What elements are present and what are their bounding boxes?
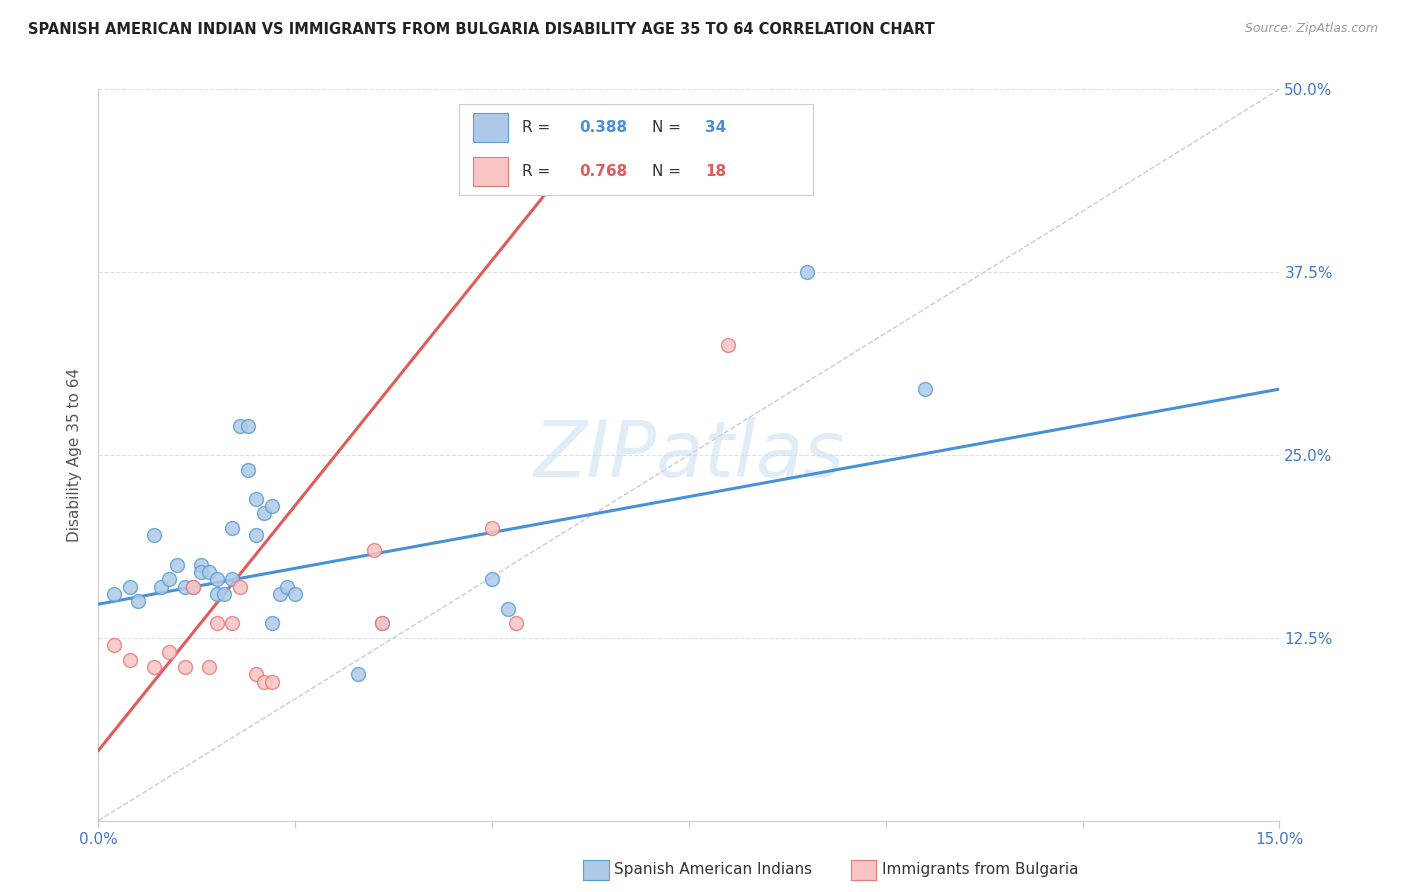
Point (260, 616, 283, 631)
Point (253, 507, 276, 521)
Text: Spanish American Indians: Spanish American Indians (614, 863, 813, 877)
Point (260, 674, 283, 689)
Bar (458, 103, 813, 195)
Point (505, 616, 527, 631)
Point (166, 558, 188, 572)
Point (276, 580, 298, 594)
Point (190, 558, 212, 572)
Text: 0.388: 0.388 (579, 120, 627, 135)
Point (103, 587, 125, 601)
Point (127, 594, 149, 608)
Point (142, 660, 165, 674)
Point (347, 667, 370, 681)
Point (118, 653, 141, 667)
Point (481, 521, 503, 535)
Point (157, 572, 180, 586)
Point (103, 638, 125, 652)
Text: ZIPatlas: ZIPatlas (533, 417, 845, 493)
Point (245, 491, 267, 506)
Bar (472, 112, 508, 142)
Point (245, 667, 267, 681)
Point (229, 418, 252, 433)
Point (197, 660, 219, 674)
Point (205, 587, 228, 601)
Point (221, 521, 243, 535)
Point (796, 265, 818, 279)
Point (236, 418, 259, 433)
Text: 34: 34 (706, 120, 727, 135)
Text: N =: N = (652, 120, 686, 135)
Point (496, 601, 519, 615)
Point (221, 572, 243, 586)
Point (118, 580, 141, 594)
Point (190, 565, 212, 579)
Point (205, 616, 228, 631)
Text: N =: N = (652, 164, 686, 179)
Text: SPANISH AMERICAN INDIAN VS IMMIGRANTS FROM BULGARIA DISABILITY AGE 35 TO 64 CORR: SPANISH AMERICAN INDIAN VS IMMIGRANTS FR… (28, 22, 935, 37)
Point (253, 674, 276, 689)
Point (245, 528, 267, 542)
Point (481, 572, 503, 586)
Text: 0.768: 0.768 (579, 164, 627, 179)
Point (214, 587, 236, 601)
Point (269, 587, 291, 601)
Point (205, 572, 228, 586)
Point (174, 660, 197, 674)
Point (150, 580, 173, 594)
Point (229, 580, 252, 594)
Text: R =: R = (523, 164, 555, 179)
Point (236, 462, 259, 476)
Point (181, 580, 204, 594)
Point (371, 616, 394, 631)
Point (371, 616, 394, 631)
Point (260, 499, 283, 513)
Text: Immigrants from Bulgaria: Immigrants from Bulgaria (882, 863, 1078, 877)
Point (197, 565, 219, 579)
Point (157, 645, 180, 659)
Y-axis label: Disability Age 35 to 64: Disability Age 35 to 64 (67, 368, 83, 542)
Point (717, 338, 740, 352)
Point (284, 587, 307, 601)
Point (142, 528, 165, 542)
Text: Source: ZipAtlas.com: Source: ZipAtlas.com (1244, 22, 1378, 36)
Point (174, 580, 197, 594)
Bar (472, 157, 508, 186)
Point (221, 616, 243, 631)
Point (914, 382, 936, 396)
Point (363, 543, 385, 558)
Text: R =: R = (523, 120, 555, 135)
Text: 18: 18 (706, 164, 727, 179)
Point (181, 580, 204, 594)
